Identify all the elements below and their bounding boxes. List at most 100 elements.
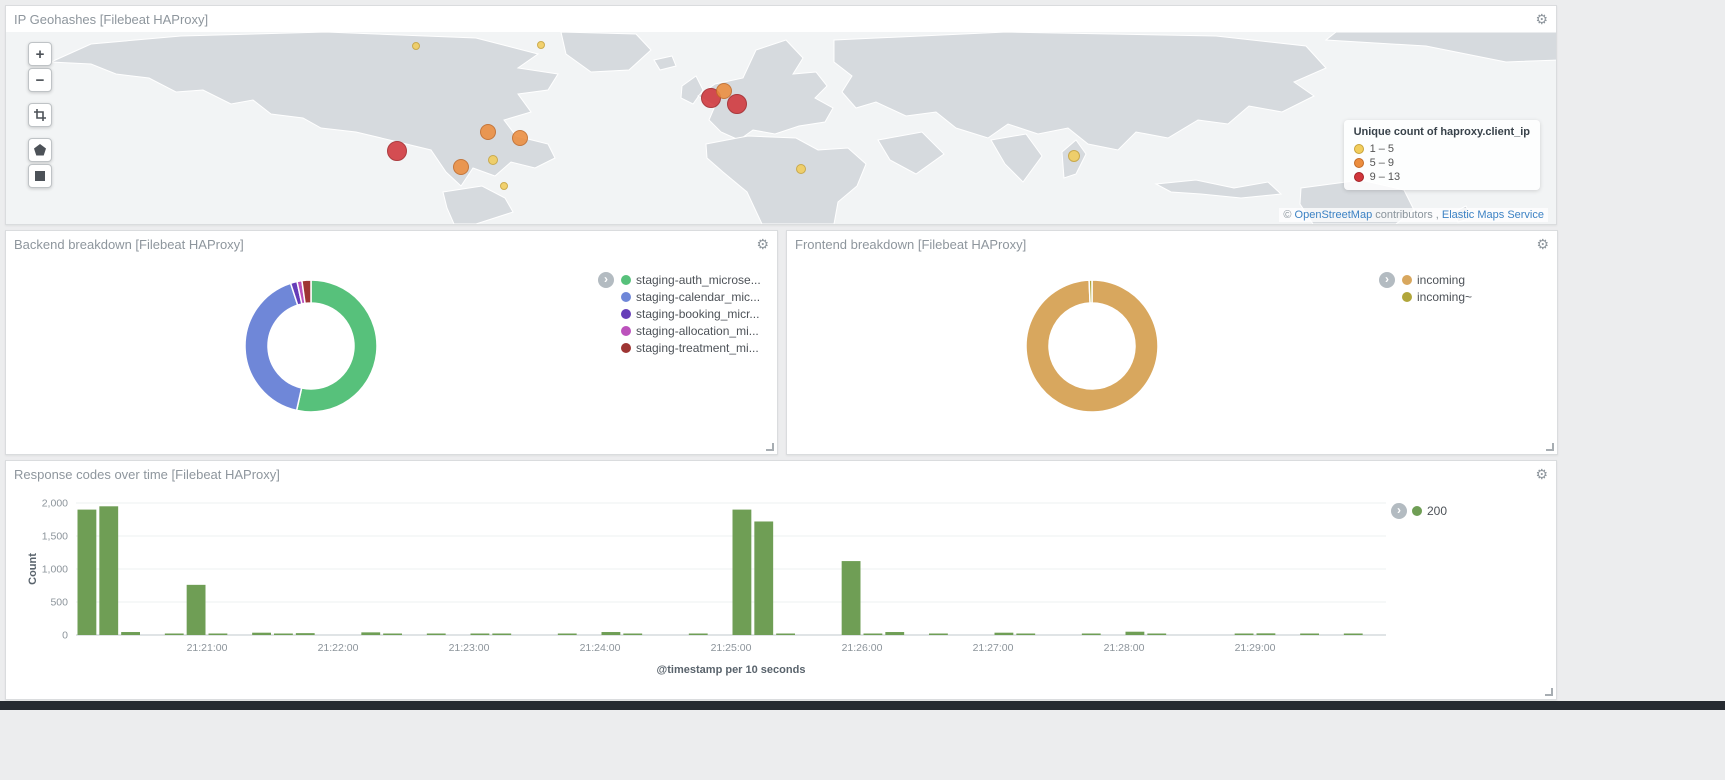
frontend-legend-items: incoming incoming~ [1402,271,1472,305]
zoom-in-button[interactable]: + [28,42,52,66]
frontend-donut-svg [1025,279,1159,413]
bar[interactable] [1256,633,1276,635]
map-point[interactable] [716,83,732,99]
donut-slice[interactable] [295,279,378,413]
map-point[interactable] [1068,150,1080,162]
legend-toggle-icon[interactable]: › [1379,272,1395,288]
bar[interactable] [361,632,381,635]
bar[interactable] [841,561,861,635]
map-point[interactable] [512,130,528,146]
y-axis-title: Count [27,553,39,585]
bar[interactable] [994,632,1014,635]
x-tick-label: 21:23:00 [449,642,490,654]
bar[interactable] [1081,633,1101,636]
bar[interactable] [1125,631,1145,635]
bar[interactable] [623,633,643,636]
rectangle-icon [35,171,45,181]
gear-icon[interactable]: ⚙ [756,236,769,252]
map-point[interactable] [453,159,469,175]
bar[interactable] [99,506,119,635]
legend-item[interactable]: staging-auth_microse... [621,271,761,288]
bar[interactable] [929,633,948,636]
map-point[interactable] [537,41,545,49]
bar[interactable] [492,633,512,636]
donut-slice[interactable] [1025,279,1159,413]
x-tick-label: 21:26:00 [842,642,883,654]
backend-legend-items: staging-auth_microse... staging-calendar_… [621,271,761,356]
bar[interactable] [1147,633,1167,636]
bar[interactable] [77,509,97,635]
resize-handle[interactable] [1545,688,1553,696]
bar[interactable] [470,633,490,636]
panel-title: Frontend breakdown [Filebeat HAProxy] [795,237,1027,252]
map-point[interactable] [387,141,407,161]
map-point[interactable] [796,164,806,174]
polygon-icon [34,144,46,156]
bar[interactable] [1016,633,1036,636]
y-tick-label: 0 [62,630,68,642]
bar[interactable] [186,584,206,635]
legend-color-dot [621,308,631,319]
bar[interactable] [295,633,315,635]
bar[interactable] [688,633,708,636]
donut-slice[interactable] [1088,279,1093,304]
gear-icon[interactable]: ⚙ [1536,236,1549,252]
bar[interactable] [601,632,621,635]
bar[interactable] [252,632,271,635]
rectangle-tool-button[interactable] [28,164,52,188]
legend-label: 9 – 13 [1369,171,1401,183]
openstreetmap-link[interactable]: OpenStreetMap [1294,209,1373,221]
donut-slice[interactable] [244,282,303,412]
landmass-russia-east [1324,32,1556,63]
legend-item[interactable]: incoming [1402,271,1472,288]
panel-ip-geohashes: IP Geohashes [Filebeat HAProxy] ⚙ [5,5,1557,225]
bar[interactable] [274,633,293,636]
bar[interactable] [426,633,446,636]
world-map[interactable]: + − Unique count of haproxy.client_ip 1 … [6,32,1556,224]
gear-icon[interactable]: ⚙ [1535,466,1548,482]
map-point[interactable] [412,42,420,50]
bar[interactable] [383,633,402,636]
map-point[interactable] [480,124,496,140]
legend-toggle-icon[interactable]: › [1391,503,1407,519]
x-tick-label: 21:29:00 [1235,642,1276,654]
map-legend-title: Unique count of haproxy.client_ip [1353,126,1530,138]
resize-handle[interactable] [766,443,774,451]
bar[interactable] [754,521,774,635]
map-point[interactable] [727,94,747,114]
legend-toggle-icon[interactable]: › [598,272,614,288]
bar[interactable] [1300,633,1319,636]
legend-item[interactable]: staging-calendar_mic... [621,288,761,305]
bar[interactable] [121,632,140,635]
bar[interactable] [557,633,577,636]
legend-item[interactable]: incoming~ [1402,288,1472,305]
panel-header: Response codes over time [Filebeat HAPro… [6,461,1556,484]
bar[interactable] [1234,633,1254,636]
legend-item[interactable]: staging-booking_micr... [621,305,761,322]
bar[interactable] [208,633,228,636]
legend-label: staging-allocation_mi... [636,323,759,338]
legend-item[interactable]: staging-allocation_mi... [621,322,761,339]
bar[interactable] [776,633,795,636]
map-point[interactable] [500,182,508,190]
gear-icon[interactable]: ⚙ [1535,11,1548,27]
legend-label: 1 – 5 [1369,143,1395,155]
map-legend-item: 5 – 9 [1353,156,1530,170]
panel-title: Backend breakdown [Filebeat HAProxy] [14,237,244,252]
map-point[interactable] [488,155,498,165]
legend-item[interactable]: staging-treatment_mi... [621,339,761,356]
donut-slice[interactable] [301,279,312,305]
bar[interactable] [164,633,184,636]
polygon-tool-button[interactable] [28,138,52,162]
crop-tool-button[interactable] [28,103,52,127]
zoom-out-button[interactable]: − [28,68,52,92]
landmass-asia [833,32,1327,151]
resize-handle[interactable] [1546,443,1554,451]
bar[interactable] [1343,633,1363,636]
elastic-maps-link[interactable]: Elastic Maps Service [1441,209,1544,221]
bar[interactable] [863,633,883,636]
crop-icon [34,109,46,121]
bar[interactable] [732,509,752,635]
bar[interactable] [885,632,905,635]
legend-label[interactable]: 200 [1427,504,1448,518]
